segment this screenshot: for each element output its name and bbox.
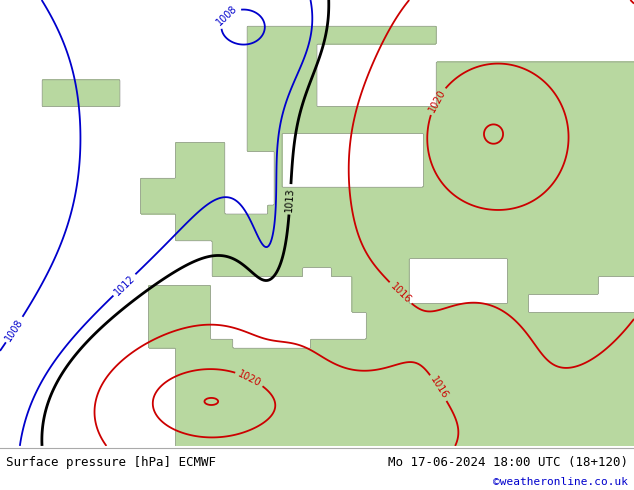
Text: 1008: 1008 bbox=[215, 3, 240, 27]
Text: 1020: 1020 bbox=[427, 88, 447, 114]
Text: 1008: 1008 bbox=[3, 317, 25, 343]
Text: Mo 17-06-2024 18:00 UTC (18+120): Mo 17-06-2024 18:00 UTC (18+120) bbox=[387, 456, 628, 469]
Text: 1016: 1016 bbox=[428, 375, 450, 401]
Text: ©weatheronline.co.uk: ©weatheronline.co.uk bbox=[493, 477, 628, 487]
Text: 1013: 1013 bbox=[284, 187, 296, 212]
Text: Surface pressure [hPa] ECMWF: Surface pressure [hPa] ECMWF bbox=[6, 456, 216, 469]
Text: 1016: 1016 bbox=[388, 281, 413, 305]
Text: 1012: 1012 bbox=[112, 273, 137, 297]
Text: 1020: 1020 bbox=[236, 368, 262, 388]
